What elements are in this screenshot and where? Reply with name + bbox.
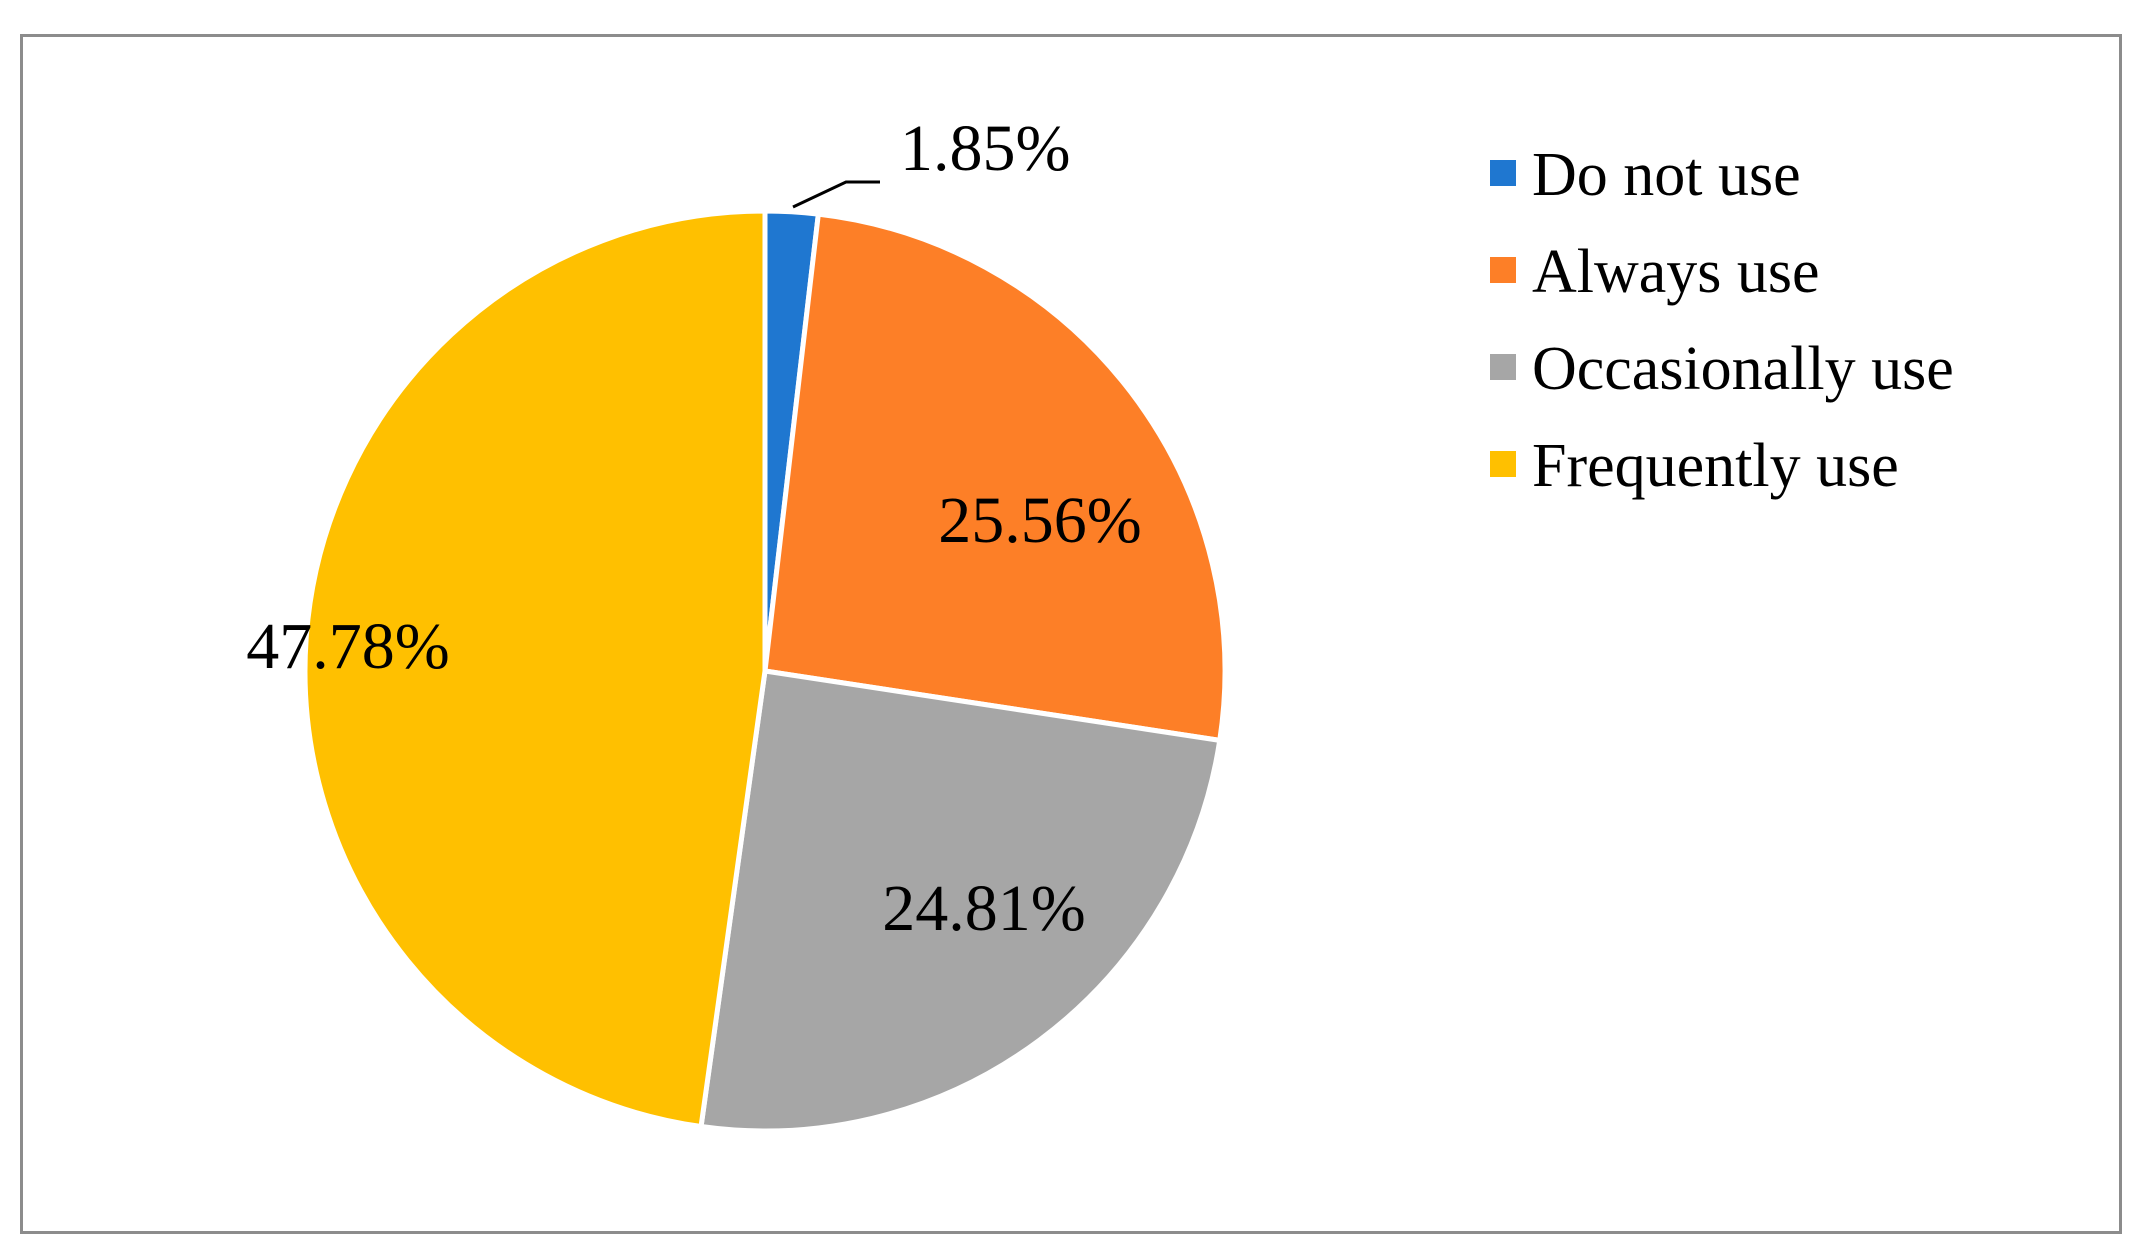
pie-slice-always-use: [762, 211, 1228, 743]
legend-swatch-frequently-use: [1490, 451, 1516, 477]
pie-slice-occasionally-use: [698, 668, 1223, 1134]
legend-label-frequently-use: Frequently use: [1532, 432, 1899, 500]
legend-label-occasionally-use: Occasionally use: [1532, 335, 1954, 403]
leader-line-do-not-use: [792, 180, 880, 209]
legend-swatch-occasionally-use: [1490, 354, 1516, 380]
data-labels: 1.85% 25.56% 24.81% 47.78%: [246, 112, 1141, 945]
data-label-do-not-use: 1.85%: [900, 112, 1070, 185]
data-label-occasionally-use: 24.81%: [882, 872, 1085, 945]
legend-swatch-do-not-use: [1490, 160, 1516, 186]
legend-label-always-use: Always use: [1532, 238, 1820, 306]
data-label-always-use: 25.56%: [938, 484, 1141, 557]
legend-swatch-always-use: [1490, 257, 1516, 283]
pie-slice-frequently-use: [302, 208, 768, 1130]
leader-lines: [792, 180, 880, 209]
legend-label-do-not-use: Do not use: [1532, 141, 1801, 209]
data-label-frequently-use: 47.78%: [246, 610, 449, 683]
pie-slices: [302, 208, 1228, 1134]
legend: Do not use Always use Occasionally use Freq…: [1490, 141, 1954, 500]
